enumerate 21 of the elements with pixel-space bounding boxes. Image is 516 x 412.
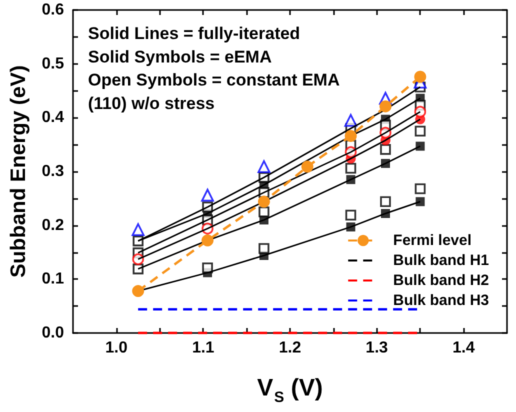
y-tick-label: 0.3 [42, 163, 64, 180]
annotation: Solid Symbols = eEMA [88, 47, 272, 66]
legend-label: Bulk band H2 [393, 272, 490, 289]
y-tick-label: 0.6 [42, 2, 64, 18]
legend-label: Bulk band H3 [393, 292, 490, 309]
x-tick-label: 1.4 [452, 340, 475, 356]
x-tick-label: 1.0 [105, 340, 128, 356]
y-tick-label: 0.2 [42, 216, 64, 234]
y-tick-label: 0.1 [42, 270, 64, 288]
y-tick-label: 0.4 [42, 109, 64, 126]
x-tick-label: 1.1 [192, 340, 214, 356]
legend-label: Fermi level [393, 232, 472, 249]
y-tick-label: 0.5 [42, 55, 64, 72]
y-tick-label: 0.0 [42, 324, 64, 342]
annotation: Open Symbols = constant EMA [88, 70, 340, 90]
x-tick-label: 1.2 [278, 340, 302, 356]
annotation: Solid Lines = fully-iterated [88, 24, 300, 43]
x-tick-label: 1.3 [366, 340, 388, 356]
legend-label: Bulk band H1 [393, 252, 490, 269]
annotation: (110) w/o stress [88, 94, 215, 113]
y-axis-title: Subband Energy (eV) [7, 65, 30, 278]
